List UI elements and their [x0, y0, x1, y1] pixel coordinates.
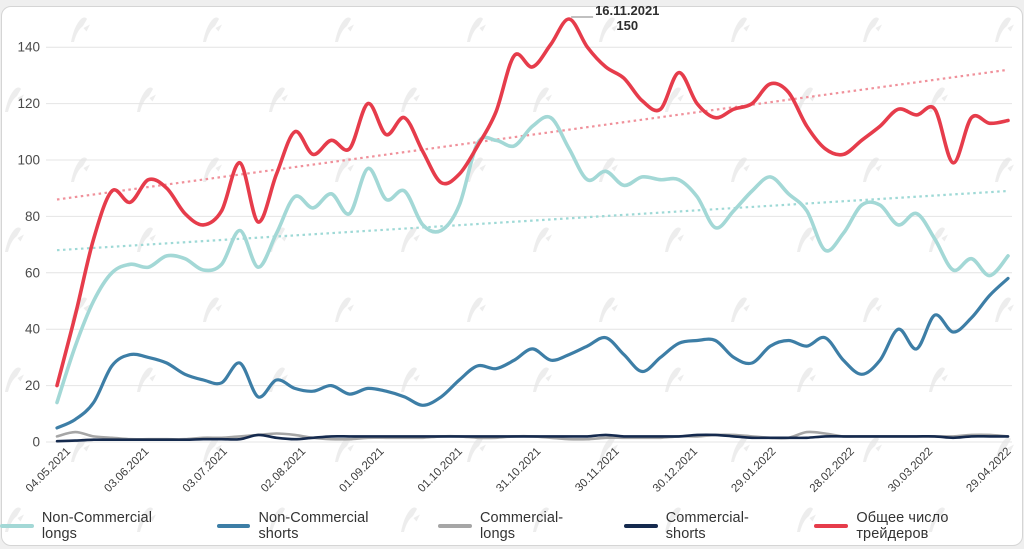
series-line[interactable] — [55, 114, 1010, 405]
forklog-watermark — [5, 17, 1014, 532]
legend-label: Non-Commercial shorts — [258, 510, 369, 542]
x-axis-label: 29.04.2022 — [964, 446, 1013, 495]
x-axis-label: 30.11.2021 — [573, 446, 622, 495]
legend-item-commercial-longs[interactable]: Commercial-longs — [438, 510, 598, 542]
series-line[interactable] — [55, 17, 1010, 388]
legend-label: Non-Commercial longs — [41, 510, 153, 542]
x-axis-label: 31.10.2021 — [494, 446, 543, 495]
y-axis-label: 20 — [25, 378, 40, 393]
series-line[interactable] — [55, 433, 1010, 443]
x-axis-label: 04.05.2021 — [24, 446, 73, 495]
x-axis-label: 30.03.2022 — [886, 446, 935, 495]
legend-item-commercial-shorts[interactable]: Commercial-shorts — [623, 510, 789, 542]
legend-item-noncommercial-shorts[interactable]: Non-Commercial shorts — [216, 510, 413, 542]
y-axis-label: 100 — [17, 153, 40, 168]
y-axis-label: 80 — [25, 209, 40, 224]
peak-annotation: 16.11.2021 150 — [595, 3, 659, 33]
chart-card — [1, 6, 1023, 546]
legend-label: Commercial-shorts — [665, 510, 749, 542]
legend: Non-Commercial longs Non-Commercial shor… — [0, 510, 1024, 542]
legend-swatch-commercial-longs-icon — [438, 524, 472, 528]
y-axis-label: 0 — [32, 435, 40, 450]
legend-swatch-total-traders-icon — [814, 524, 849, 528]
annotation-value: 150 — [616, 18, 639, 33]
legend-label: Commercial-longs — [479, 510, 564, 542]
x-axis-label: 30.12.2021 — [651, 446, 700, 495]
annotation-date: 16.11.2021 — [595, 3, 660, 18]
y-axis-label: 120 — [17, 96, 40, 111]
x-axis-label: 03.06.2021 — [102, 446, 151, 495]
trend-line — [56, 68, 1009, 201]
series-line[interactable] — [55, 276, 1010, 430]
x-axis-label: 02.08.2021 — [259, 446, 308, 495]
y-axis-label: 60 — [25, 265, 40, 280]
x-axis-label: 28.02.2022 — [808, 446, 857, 495]
legend-swatch-commercial-shorts-icon — [623, 524, 658, 528]
legend-swatch-noncommercial-longs-icon — [0, 524, 34, 528]
x-axis-label: 01.09.2021 — [337, 446, 386, 495]
legend-label: Общее число трейдеров — [856, 510, 949, 542]
legend-item-total-traders[interactable]: Общее число трейдеров — [814, 510, 1024, 542]
legend-item-noncommercial-longs[interactable]: Non-Commercial longs — [0, 510, 191, 542]
x-axis-label: 01.10.2021 — [416, 446, 465, 495]
y-axis-label: 140 — [17, 40, 40, 55]
trend-line — [56, 189, 1009, 252]
legend-swatch-noncommercial-shorts-icon — [216, 524, 251, 528]
y-axis-label: 40 — [25, 322, 40, 337]
